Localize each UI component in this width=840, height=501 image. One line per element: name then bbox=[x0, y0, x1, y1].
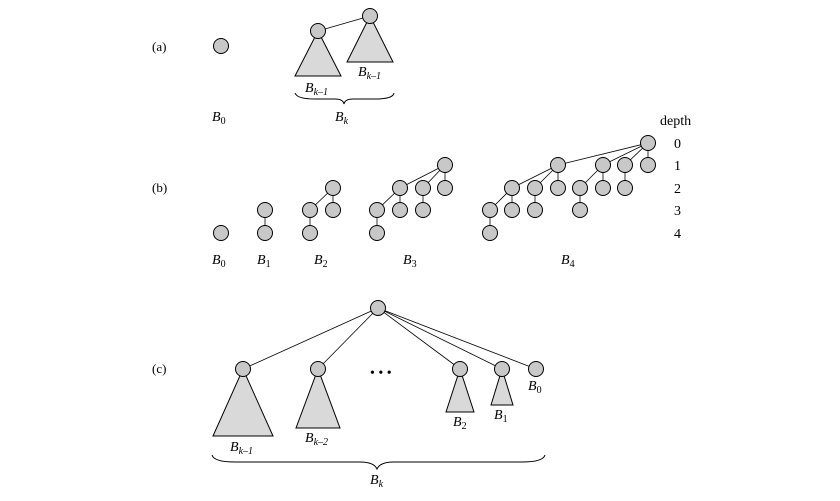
panel-label-a: (a) bbox=[152, 39, 166, 54]
b2-tree bbox=[302, 180, 341, 241]
label-b2: B2 bbox=[314, 253, 328, 270]
label-b0-c: B0 bbox=[528, 379, 542, 396]
label-bk-1-right: Bk–1 bbox=[358, 65, 381, 82]
label-bk-1-left: Bk–1 bbox=[305, 81, 328, 98]
child-node-b1 bbox=[494, 361, 510, 377]
label-b1-c: B1 bbox=[494, 408, 508, 425]
brace-c bbox=[211, 454, 546, 471]
subtree-bk-2 bbox=[295, 367, 341, 429]
depth-4: 4 bbox=[674, 227, 681, 242]
child-node-bk-2 bbox=[310, 361, 326, 377]
ellipsis: • • • bbox=[370, 366, 392, 381]
root-node bbox=[370, 300, 386, 316]
label-b3: B3 bbox=[403, 253, 417, 270]
label-b1: B1 bbox=[257, 253, 271, 270]
subtree-b2 bbox=[445, 367, 475, 413]
edge-to-b1 bbox=[377, 307, 503, 370]
child-node-bk-1 bbox=[235, 361, 251, 377]
depth-0: 0 bbox=[674, 137, 681, 152]
link-edge bbox=[317, 15, 371, 32]
edge-to-b0 bbox=[377, 307, 537, 370]
subtree-bk-1-right bbox=[346, 14, 394, 63]
b0-node bbox=[213, 38, 229, 54]
depth-3: 3 bbox=[674, 204, 681, 219]
depth-title: depth bbox=[660, 114, 691, 129]
label-b2-c: B2 bbox=[453, 415, 467, 432]
left-root-node bbox=[310, 23, 326, 39]
subtree-bk-1-left bbox=[294, 29, 342, 77]
label-bk-c: Bk bbox=[370, 473, 384, 490]
subtree-b1 bbox=[490, 367, 514, 406]
panel-label-b: (b) bbox=[152, 180, 167, 195]
panel-label-c: (c) bbox=[152, 361, 166, 376]
edge-to-b2 bbox=[377, 307, 461, 370]
label-b0-b: B0 bbox=[212, 253, 226, 270]
edge-to-bk-2 bbox=[317, 307, 379, 370]
label-bk-1-c: Bk–1 bbox=[230, 440, 253, 457]
b3-tree bbox=[369, 157, 453, 241]
b4-tree bbox=[482, 135, 656, 241]
label-b0-a: B0 bbox=[212, 110, 226, 127]
label-bk-2-c: Bk–2 bbox=[305, 431, 328, 448]
child-node-b2 bbox=[452, 361, 468, 377]
brace-a bbox=[294, 92, 395, 105]
right-root-node bbox=[362, 8, 378, 24]
subtree-bk-1 bbox=[212, 367, 274, 437]
depth-1: 1 bbox=[674, 159, 681, 174]
b0-tree-node bbox=[213, 225, 229, 241]
child-node-b0 bbox=[528, 361, 544, 377]
edge-to-bk-1 bbox=[242, 307, 379, 370]
depth-2: 2 bbox=[674, 182, 681, 197]
b1-tree bbox=[257, 202, 273, 241]
label-b4: B4 bbox=[561, 253, 575, 270]
label-bk-a: Bk bbox=[335, 110, 349, 127]
